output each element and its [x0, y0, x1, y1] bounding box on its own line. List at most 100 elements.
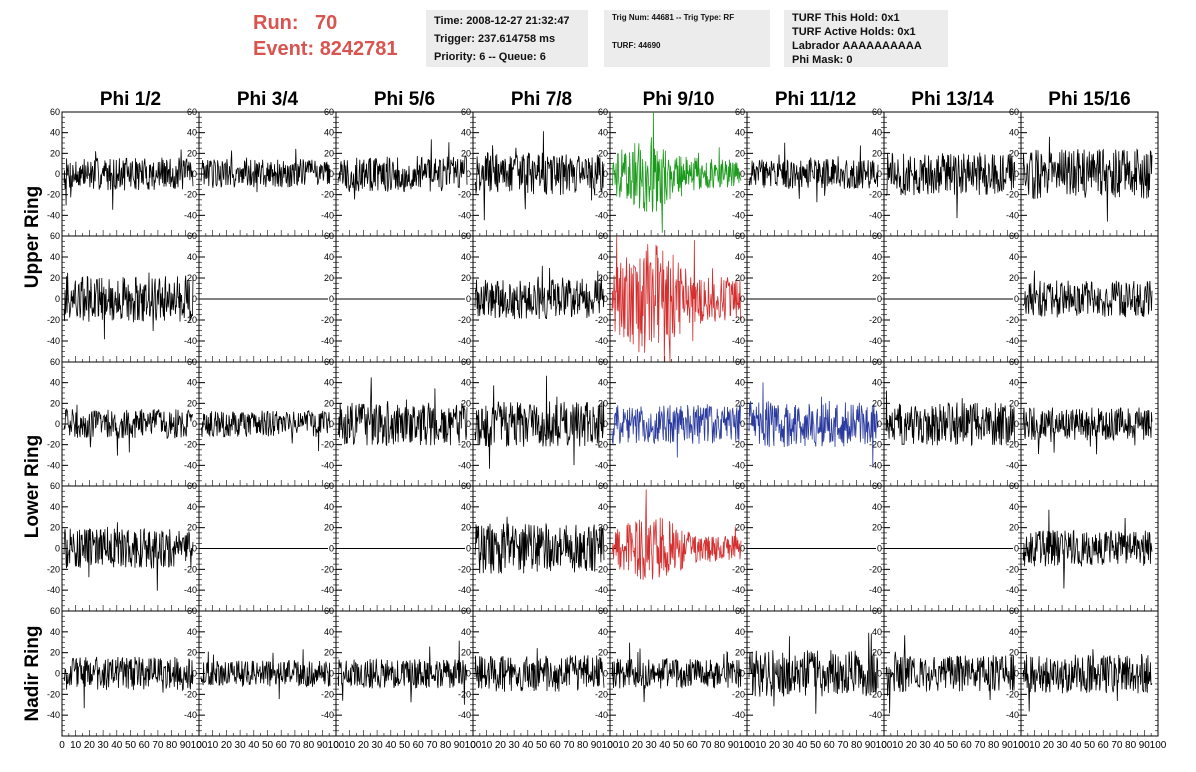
y-tick-label: -20 — [1006, 440, 1019, 450]
y-tick-label: -40 — [47, 460, 60, 470]
y-tick-label: 60 — [324, 481, 334, 491]
x-tick-label: 60 — [961, 740, 973, 751]
y-tick-label: 0 — [466, 294, 471, 304]
x-tick-label: 60 — [413, 740, 425, 751]
y-tick-label: 40 — [872, 252, 882, 262]
x-tick-label: 40 — [522, 740, 534, 751]
y-tick-label: -40 — [595, 460, 608, 470]
y-tick-label: -20 — [458, 440, 471, 450]
y-tick-label: -20 — [732, 315, 745, 325]
waveform-trace — [474, 131, 605, 221]
x-tick-label: 80 — [440, 740, 452, 751]
column-header: Phi 3/4 — [237, 89, 299, 110]
ring-label: Upper Ring — [22, 186, 43, 288]
y-tick-label: 60 — [50, 231, 60, 241]
y-tick-label: 0 — [877, 669, 882, 679]
y-tick-label: 40 — [187, 128, 197, 138]
y-tick-label: 0 — [192, 544, 197, 554]
y-tick-label: -40 — [869, 585, 882, 595]
y-tick-label: -40 — [184, 210, 197, 220]
y-tick-label: 20 — [872, 523, 882, 533]
y-tick-label: 60 — [1009, 231, 1019, 241]
y-tick-label: 0 — [740, 294, 745, 304]
y-tick-label: 60 — [598, 107, 608, 117]
x-tick-label: 40 — [385, 740, 397, 751]
y-tick-label: 40 — [1009, 378, 1019, 388]
y-tick-label: -20 — [184, 190, 197, 200]
y-tick-label: 20 — [735, 648, 745, 658]
y-tick-label: 60 — [1009, 107, 1019, 117]
y-tick-label: 20 — [872, 648, 882, 658]
y-tick-label: 60 — [735, 107, 745, 117]
waveform-trace — [200, 409, 331, 452]
y-tick-label: 40 — [50, 252, 60, 262]
x-tick-label: 30 — [98, 740, 110, 751]
y-tick-label: -20 — [458, 190, 471, 200]
x-tick-label: 50 — [262, 740, 274, 751]
waveform-trace — [611, 404, 742, 458]
y-tick-label: -40 — [1006, 460, 1019, 470]
x-tick-label: 50 — [125, 740, 137, 751]
column-header: Phi 11/12 — [775, 89, 856, 110]
x-tick-label: 10 — [344, 740, 356, 751]
y-tick-label: -20 — [184, 440, 197, 450]
y-tick-label: 0 — [1014, 419, 1019, 429]
y-tick-label: -40 — [1006, 585, 1019, 595]
x-tick-label: 30 — [920, 740, 932, 751]
y-tick-label: 60 — [735, 481, 745, 491]
x-tick-label: 50 — [947, 740, 959, 751]
y-tick-label: -40 — [47, 336, 60, 346]
x-tick-label: 100 — [876, 740, 893, 751]
x-tick-label: 70 — [152, 740, 164, 751]
y-tick-label: 0 — [329, 169, 334, 179]
y-tick-label: -20 — [595, 440, 608, 450]
x-tick-label: 60 — [139, 740, 151, 751]
y-tick-label: 0 — [466, 544, 471, 554]
y-tick-label: 0 — [603, 294, 608, 304]
y-tick-label: -40 — [595, 336, 608, 346]
y-tick-label: -40 — [595, 585, 608, 595]
turf-hold-text: TURF This Hold: 0x1 — [792, 12, 900, 24]
y-tick-label: 60 — [598, 231, 608, 241]
y-tick-label: 20 — [1009, 148, 1019, 158]
waveform-trace — [474, 265, 605, 320]
y-tick-label: 40 — [598, 252, 608, 262]
y-tick-label: -40 — [321, 585, 334, 595]
trig-num-text: Trig Num: 44681 -- Trig Type: RF — [612, 13, 735, 22]
y-tick-label: 60 — [50, 357, 60, 367]
x-tick-label: 30 — [646, 740, 658, 751]
x-tick-label: 10 — [481, 740, 493, 751]
y-tick-label: 20 — [872, 398, 882, 408]
y-tick-label: 20 — [50, 148, 60, 158]
y-tick-label: 60 — [324, 357, 334, 367]
waveform-trace — [611, 642, 742, 703]
y-tick-label: 60 — [461, 357, 471, 367]
y-tick-label: 40 — [187, 252, 197, 262]
x-tick-label: 90 — [591, 740, 603, 751]
x-tick-label: 40 — [248, 740, 260, 751]
y-tick-label: -40 — [321, 210, 334, 220]
y-tick-label: -40 — [458, 336, 471, 346]
y-tick-label: 60 — [872, 107, 882, 117]
y-tick-label: 0 — [877, 544, 882, 554]
x-tick-label: 30 — [783, 740, 795, 751]
y-tick-label: 20 — [187, 648, 197, 658]
y-tick-label: 20 — [735, 148, 745, 158]
y-tick-label: 0 — [466, 669, 471, 679]
y-tick-label: -40 — [321, 460, 334, 470]
y-tick-label: 60 — [187, 357, 197, 367]
y-tick-label: -20 — [184, 689, 197, 699]
x-tick-label: 20 — [495, 740, 507, 751]
y-tick-label: -20 — [732, 564, 745, 574]
y-tick-label: 0 — [192, 419, 197, 429]
x-tick-label: 100 — [1013, 740, 1030, 751]
x-tick-label: 10 — [207, 740, 219, 751]
y-tick-label: 60 — [872, 606, 882, 616]
y-tick-label: -40 — [869, 210, 882, 220]
y-tick-label: -20 — [595, 689, 608, 699]
y-tick-label: 0 — [877, 294, 882, 304]
column-header: Phi 15/16 — [1048, 89, 1130, 110]
y-tick-label: 40 — [1009, 502, 1019, 512]
trigger-text: Trigger: 237.614758 ms — [434, 33, 556, 45]
phi-mask-text: Phi Mask: 0 — [792, 54, 853, 66]
